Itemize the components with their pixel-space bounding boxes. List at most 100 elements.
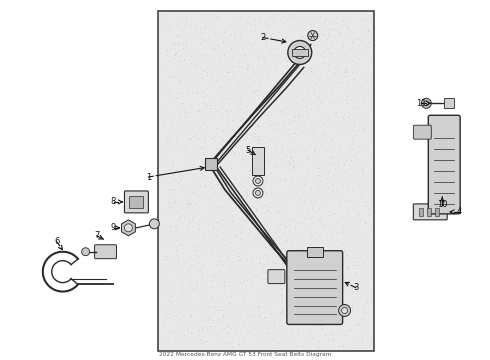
Point <box>243 265 250 271</box>
Polygon shape <box>122 220 135 236</box>
Point <box>247 220 255 225</box>
Point <box>217 204 224 210</box>
Point <box>282 192 290 198</box>
Point <box>197 12 205 18</box>
Point <box>250 114 258 120</box>
Point <box>243 186 251 192</box>
Point <box>255 156 263 161</box>
Point <box>166 128 174 134</box>
Point <box>221 167 229 173</box>
Point <box>174 141 182 147</box>
Point <box>162 156 170 162</box>
Point <box>333 52 341 58</box>
Point <box>328 210 336 216</box>
Point <box>160 253 168 259</box>
Point <box>289 134 297 140</box>
Point <box>348 303 356 309</box>
Point <box>182 42 190 48</box>
Point <box>304 90 312 95</box>
Point <box>198 144 206 149</box>
Point <box>197 267 205 273</box>
Point <box>355 181 363 187</box>
Point <box>244 192 251 197</box>
Point <box>228 265 236 270</box>
Point <box>210 105 218 111</box>
Point <box>214 91 221 97</box>
Point <box>264 71 271 77</box>
Point <box>237 238 245 243</box>
Point <box>317 143 325 148</box>
Point <box>217 127 224 132</box>
Point <box>318 244 325 250</box>
Point <box>173 23 181 28</box>
Point <box>203 72 211 78</box>
Point <box>349 258 357 264</box>
Point <box>364 87 371 93</box>
Point <box>225 69 233 75</box>
Point <box>188 262 196 268</box>
Point <box>223 323 231 328</box>
Point <box>335 121 343 126</box>
Point <box>248 43 256 49</box>
Point <box>210 63 218 68</box>
Point <box>338 182 345 188</box>
Point <box>174 256 182 262</box>
Point <box>318 249 326 255</box>
Point <box>265 226 273 231</box>
Point <box>265 273 272 278</box>
Point <box>352 271 360 276</box>
Point <box>187 329 195 335</box>
Point <box>324 337 332 343</box>
Point <box>228 127 236 133</box>
Point <box>258 309 266 315</box>
Point <box>249 279 257 284</box>
Point <box>199 53 207 58</box>
Point <box>221 290 229 296</box>
Point <box>250 88 258 94</box>
Point <box>350 273 358 279</box>
Point <box>203 279 211 284</box>
Point <box>298 342 306 348</box>
Point <box>204 24 212 30</box>
Point <box>264 61 271 67</box>
Point <box>355 143 363 149</box>
Point <box>360 285 368 291</box>
Point <box>280 124 288 130</box>
Point <box>274 139 282 144</box>
Point <box>328 99 336 104</box>
Point <box>309 198 317 204</box>
Point <box>319 50 327 56</box>
Point <box>227 334 235 339</box>
Point <box>242 19 249 24</box>
Point <box>273 31 281 37</box>
Point <box>342 131 350 137</box>
Point <box>358 338 366 343</box>
Point <box>329 317 337 323</box>
Point <box>323 233 331 238</box>
Point <box>227 46 235 52</box>
Point <box>270 13 278 19</box>
Point <box>291 114 299 120</box>
Point <box>353 303 361 309</box>
Point <box>285 13 293 18</box>
Point <box>363 299 371 305</box>
Point <box>172 224 180 230</box>
Point <box>245 140 253 146</box>
Point <box>159 293 167 298</box>
Circle shape <box>308 31 318 41</box>
Point <box>177 188 185 193</box>
Point <box>283 237 291 243</box>
Point <box>349 39 357 44</box>
Point <box>324 82 332 88</box>
Point <box>251 23 259 28</box>
Point <box>340 18 347 24</box>
Point <box>161 227 169 233</box>
Point <box>196 81 203 87</box>
Point <box>192 201 200 207</box>
Point <box>251 130 259 136</box>
Bar <box>307 247 323 257</box>
Point <box>342 185 350 191</box>
Point <box>318 142 326 148</box>
Point <box>254 215 262 220</box>
Point <box>228 75 236 81</box>
